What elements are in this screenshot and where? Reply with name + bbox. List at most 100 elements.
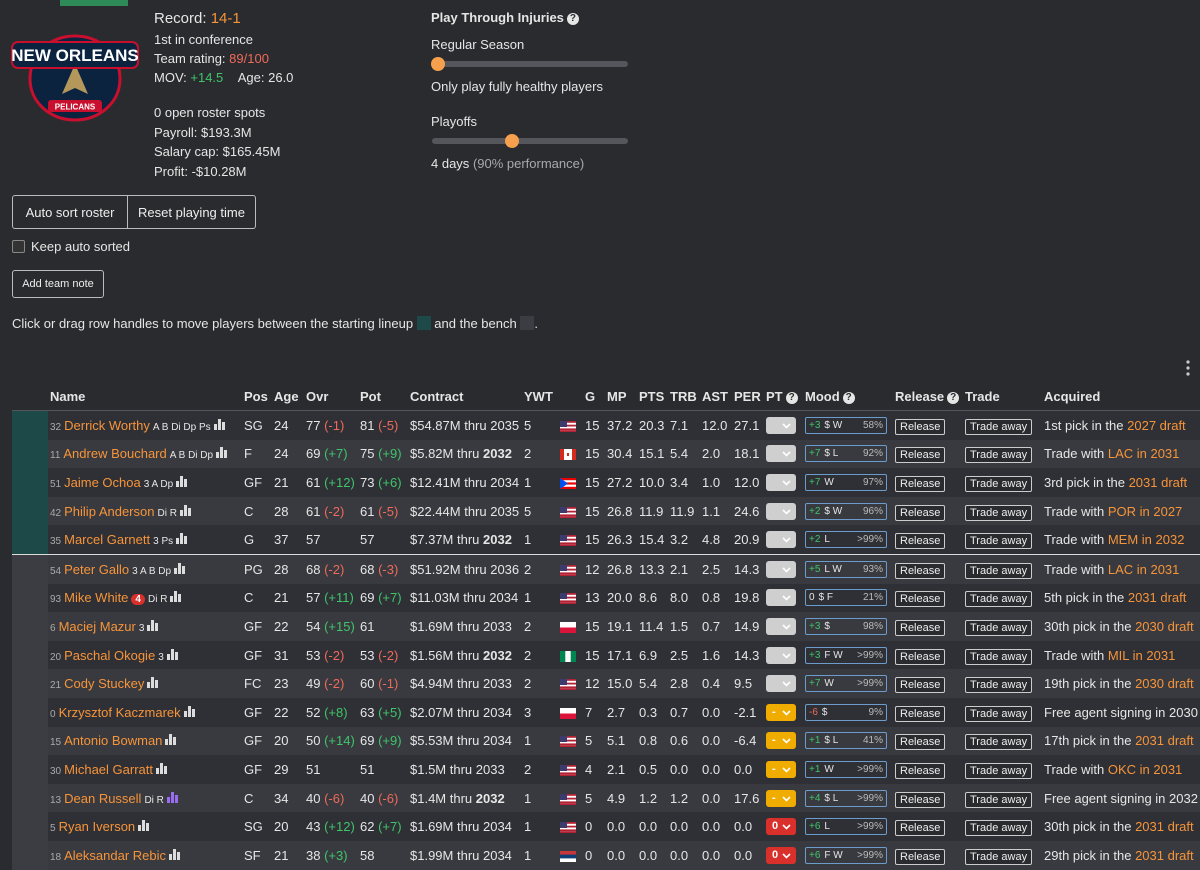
mood-box[interactable]: +6 L >99% [805, 818, 887, 836]
release-button[interactable]: Release [895, 418, 946, 435]
trade-button[interactable]: Trade away [965, 504, 1033, 521]
release-button[interactable]: Release [895, 791, 946, 808]
row-handle[interactable] [12, 755, 48, 784]
mood-box[interactable]: +2 L >99% [805, 531, 887, 549]
ratings-icon[interactable] [213, 418, 226, 430]
trade-button[interactable]: Trade away [965, 447, 1033, 464]
player-name[interactable]: Mike White [64, 590, 129, 606]
row-handle[interactable] [12, 697, 48, 727]
mood-box[interactable]: +1 $ L 41% [805, 732, 887, 750]
pt-select[interactable] [766, 416, 796, 434]
trade-button[interactable]: Trade away [965, 820, 1033, 837]
row-handle[interactable] [12, 840, 48, 870]
acquired-link[interactable]: 2027 draft [1127, 417, 1186, 433]
mood-box[interactable]: +3 $ W 58% [805, 416, 887, 434]
row-handle[interactable] [12, 583, 48, 613]
mood-box[interactable]: +4 $ L >99% [805, 789, 887, 807]
mood-box[interactable]: +7 W >99% [805, 675, 887, 693]
reset-time-button[interactable]: Reset playing time [127, 195, 256, 229]
acquired-link[interactable]: MIL in 2031 [1107, 647, 1176, 663]
player-name[interactable]: Marcel Garnett [64, 532, 151, 548]
ratings-icon[interactable] [176, 475, 188, 487]
trade-button[interactable]: Trade away [965, 591, 1033, 608]
trade-button[interactable]: Trade away [965, 562, 1033, 579]
release-button[interactable]: Release [895, 648, 946, 665]
player-name[interactable]: Ryan Iverson [58, 819, 136, 835]
checkbox-label[interactable]: Keep auto sorted [31, 239, 131, 254]
acquired-link[interactable]: 2031 draft [1128, 474, 1188, 490]
acquired-link[interactable]: POR in 2027 [1107, 503, 1183, 519]
trade-button[interactable]: Trade away [965, 762, 1033, 779]
row-handle[interactable] [12, 783, 48, 813]
ratings-icon[interactable] [138, 820, 150, 832]
acquired-link[interactable]: 2031 draft [1135, 819, 1194, 835]
trade-button[interactable]: Trade away [965, 705, 1033, 722]
release-button[interactable]: Release [895, 820, 946, 837]
ratings-icon[interactable] [169, 848, 181, 860]
player-name[interactable]: Aleksandar Rebic [64, 847, 167, 863]
checkbox[interactable] [12, 240, 25, 253]
auto-sort-button[interactable]: Auto sort roster [12, 195, 128, 229]
pt-select[interactable] [766, 502, 796, 520]
ratings-icon[interactable] [147, 677, 159, 689]
row-handle[interactable] [12, 812, 48, 841]
pt-select[interactable]: - [766, 703, 796, 721]
row-handle[interactable] [12, 496, 48, 526]
ratings-icon[interactable] [176, 533, 188, 545]
pt-select[interactable] [766, 445, 796, 463]
player-name[interactable]: Philip Anderson [64, 503, 155, 519]
trade-button[interactable]: Trade away [965, 619, 1033, 636]
help-icon[interactable]: ? [785, 391, 798, 404]
slider-knob[interactable] [505, 134, 519, 148]
pt-select[interactable] [766, 589, 796, 607]
acquired-link[interactable]: 2031 draft [1127, 590, 1187, 606]
player-name[interactable]: Krzysztof Kaczmarek [58, 704, 181, 720]
pt-select[interactable] [766, 646, 796, 664]
trade-button[interactable]: Trade away [965, 648, 1033, 665]
row-handle[interactable] [12, 553, 48, 584]
row-handle[interactable] [12, 525, 48, 555]
ratings-icon[interactable] [183, 705, 196, 717]
help-icon[interactable]: ? [566, 13, 579, 25]
trade-button[interactable]: Trade away [965, 734, 1033, 751]
acquired-link[interactable]: MEM in 2032 [1107, 532, 1185, 548]
acquired-link[interactable]: 2031 draft [1135, 847, 1194, 863]
pt-select[interactable] [766, 560, 796, 578]
mood-box[interactable]: +3 F W >99% [805, 646, 887, 664]
trade-button[interactable]: Trade away [965, 677, 1033, 694]
acquired-link[interactable]: 2030 draft [1135, 618, 1194, 634]
row-handle[interactable] [12, 468, 48, 497]
row-handle[interactable] [12, 439, 48, 469]
pt-select[interactable] [766, 617, 796, 635]
pt-select[interactable] [766, 473, 796, 491]
pt-select[interactable]: - [766, 760, 796, 778]
mood-box[interactable]: +5 L W 93% [805, 560, 887, 578]
row-handle[interactable] [12, 669, 48, 698]
ratings-icon[interactable] [174, 562, 186, 574]
row-handle[interactable] [12, 726, 48, 756]
ratings-icon[interactable] [179, 504, 192, 516]
mood-box[interactable]: 0 $ F 21% [805, 589, 887, 607]
player-name[interactable]: Antonio Bowman [64, 733, 163, 749]
release-button[interactable]: Release [895, 677, 946, 694]
acquired-link[interactable]: OKC in 2031 [1107, 761, 1183, 777]
slider-knob[interactable] [431, 57, 445, 71]
release-button[interactable]: Release [895, 734, 946, 751]
row-handle[interactable] [12, 410, 48, 440]
player-name[interactable]: Maciej Mazur [58, 618, 136, 634]
release-button[interactable]: Release [895, 504, 946, 521]
pt-select[interactable] [766, 675, 796, 693]
pt-select[interactable]: 0 [766, 846, 796, 864]
release-button[interactable]: Release [895, 705, 946, 722]
pt-select[interactable] [766, 531, 796, 549]
ratings-icon[interactable] [170, 591, 182, 603]
pt-select[interactable]: - [766, 732, 796, 750]
mood-box[interactable]: +1 W >99% [805, 760, 887, 778]
ratings-icon[interactable] [156, 762, 168, 774]
pt-select[interactable]: - [766, 789, 796, 807]
release-button[interactable]: Release [895, 762, 946, 779]
help-icon[interactable]: ? [947, 391, 960, 404]
mood-box[interactable]: +7 $ L 92% [805, 445, 887, 463]
trade-button[interactable]: Trade away [965, 418, 1033, 435]
release-button[interactable]: Release [895, 619, 946, 636]
